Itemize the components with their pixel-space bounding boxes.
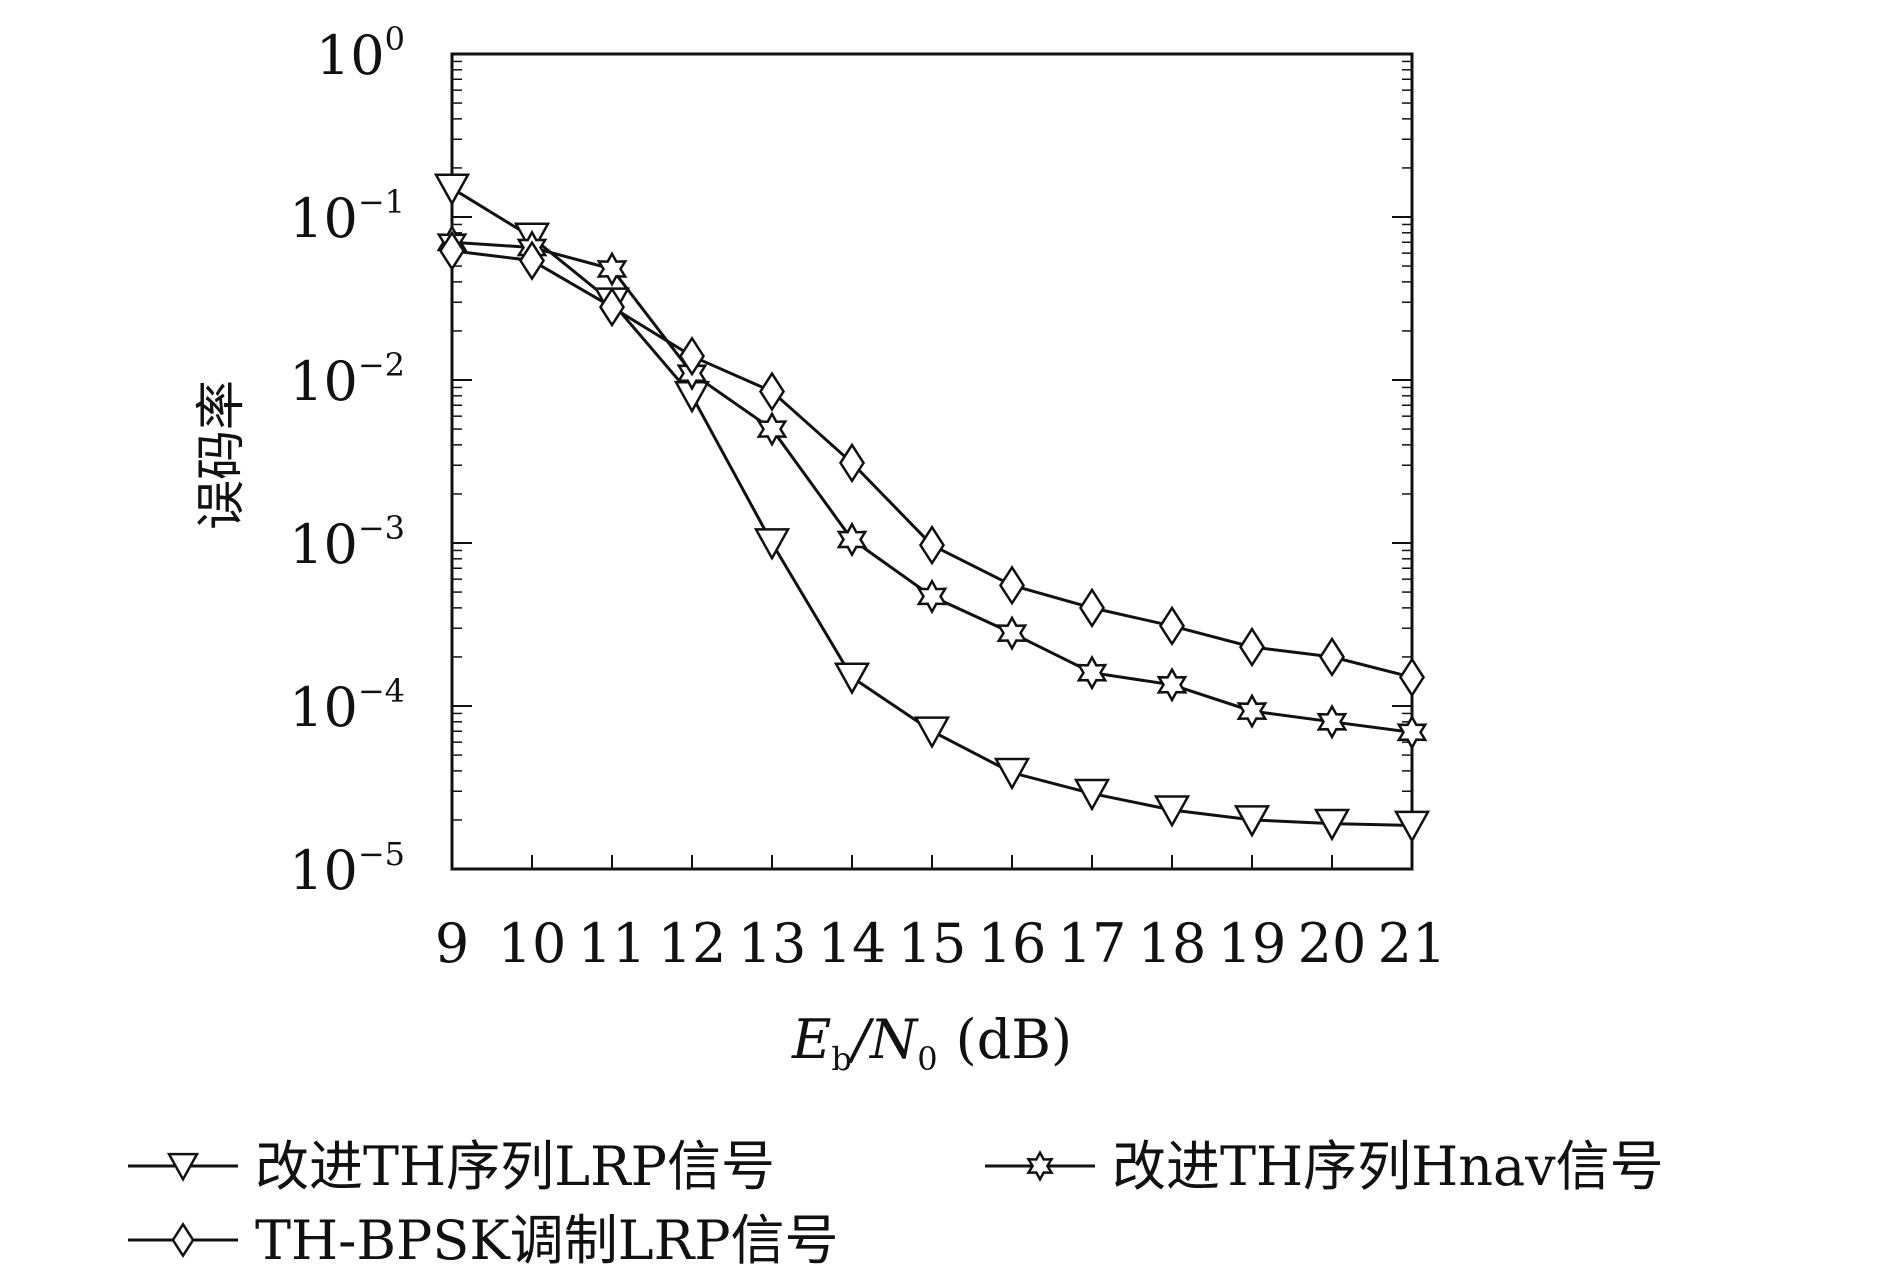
hexagram-marker (836, 521, 868, 558)
series-2 (436, 224, 1428, 751)
hexagram-marker (916, 578, 948, 615)
diamond-marker (998, 565, 1026, 606)
y-tick-exponent: 0 (385, 20, 405, 58)
triangle-down-marker (833, 662, 871, 696)
legend-entry-1: 改进TH序列LRP信号 (128, 1135, 775, 1198)
triangle-down-marker (993, 757, 1031, 791)
y-axis-label: 误码率 (192, 380, 250, 530)
x-axis-label: Eb/N0 (dB) (791, 1008, 1072, 1078)
y-tick-base: 10 (289, 350, 358, 413)
triangle-down-marker (1073, 778, 1111, 812)
diamond-marker (1238, 626, 1266, 668)
diamond-marker (171, 1222, 195, 1258)
y-tick-exponent: −2 (358, 346, 405, 384)
x-tick-label: 11 (578, 912, 647, 975)
hexagram-marker (996, 615, 1028, 651)
y-minor-ticks (452, 60, 1412, 821)
y-tick-label: 10−2 (289, 346, 405, 413)
diamond-marker (598, 286, 626, 328)
triangle-down-marker (1233, 805, 1271, 838)
y-tick-base: 10 (289, 187, 358, 250)
triangle-down-marker (913, 716, 951, 750)
triangle-down-marker (753, 528, 791, 561)
legend-entry-3: TH-BPSK调制LRP信号 (128, 1209, 839, 1266)
diamond-marker (438, 230, 466, 272)
diamond-marker (838, 442, 866, 484)
y-tick-label: 10−4 (289, 672, 405, 739)
x-tick-label: 20 (1298, 912, 1367, 975)
y-tick-label: 10−3 (289, 509, 405, 576)
y-tick-base: 10 (289, 513, 358, 576)
x-label-unit: (dB) (956, 1008, 1072, 1071)
x-tick-label: 18 (1138, 912, 1207, 975)
y-tick-label: 10−1 (289, 183, 405, 250)
series-line (451, 240, 1413, 734)
x-tick-label: 15 (898, 912, 967, 975)
triangle-down-marker (433, 173, 471, 207)
hexagram-marker (1316, 704, 1348, 740)
y-tick-exponent: −5 (358, 835, 405, 873)
hexagram-marker (596, 251, 628, 287)
x-tick-label: 16 (978, 912, 1047, 975)
x-label-slash-n: /N (847, 1008, 919, 1071)
hexagram-marker (1076, 654, 1108, 691)
hexagram-marker (1396, 714, 1428, 751)
x-tick-label: 10 (498, 912, 567, 975)
diamond-marker (918, 524, 946, 566)
y-tick-label: 100 (316, 20, 405, 87)
y-tick-label: 10−5 (289, 835, 405, 902)
diamond-marker (1398, 657, 1426, 698)
hexagram-marker (1026, 1150, 1054, 1182)
x-tick-label: 14 (818, 912, 887, 975)
x-label-sub-0: 0 (917, 1040, 937, 1078)
triangle-down-marker (1393, 810, 1431, 844)
x-tick-labels: 9 10 11 12 13 14 15 16 17 18 19 20 21 (435, 912, 1447, 975)
series-3 (438, 230, 1426, 698)
y-tick-base: 10 (289, 839, 358, 902)
diamond-marker (518, 240, 546, 281)
series-1 (433, 173, 1431, 844)
diamond-marker (1158, 605, 1186, 647)
x-tick-label: 12 (658, 912, 727, 975)
y-tick-exponent: −1 (358, 183, 405, 221)
triangle-down-marker (1153, 795, 1191, 828)
diamond-marker (678, 335, 706, 377)
legend-label: 改进TH序列Hnav信号 (1112, 1135, 1664, 1198)
legend-label: 改进TH序列LRP信号 (255, 1135, 775, 1198)
x-label-sub-b: b (831, 1040, 851, 1078)
y-tick-exponent: −3 (358, 509, 405, 547)
y-tick-base: 10 (316, 24, 385, 87)
x-tick-label: 19 (1218, 912, 1287, 975)
triangle-down-marker (1313, 808, 1351, 842)
legend-label: TH-BPSK调制LRP信号 (255, 1209, 839, 1266)
diamond-marker (1318, 636, 1346, 678)
x-tick-label: 21 (1378, 912, 1447, 975)
hexagram-marker (1156, 667, 1188, 703)
hexagram-marker (1236, 693, 1268, 729)
legend-entry-2: 改进TH序列Hnav信号 (985, 1135, 1664, 1198)
series-layer (433, 173, 1431, 844)
y-tick-base: 10 (289, 676, 358, 739)
legend: 改进TH序列LRP信号 改进TH序列Hnav信号 TH-BPSK调制LRP信号 (128, 1135, 1664, 1266)
diamond-marker (758, 371, 786, 412)
x-label-e: E (791, 1008, 831, 1071)
x-tick-label: 9 (435, 912, 469, 975)
diamond-marker (1078, 587, 1106, 629)
y-major-ticks (451, 53, 1413, 870)
x-tick-label: 17 (1058, 912, 1127, 975)
y-tick-exponent: −4 (358, 672, 405, 710)
x-tick-label: 13 (738, 912, 807, 975)
triangle-down-marker (166, 1152, 200, 1182)
hexagram-marker (756, 411, 788, 447)
